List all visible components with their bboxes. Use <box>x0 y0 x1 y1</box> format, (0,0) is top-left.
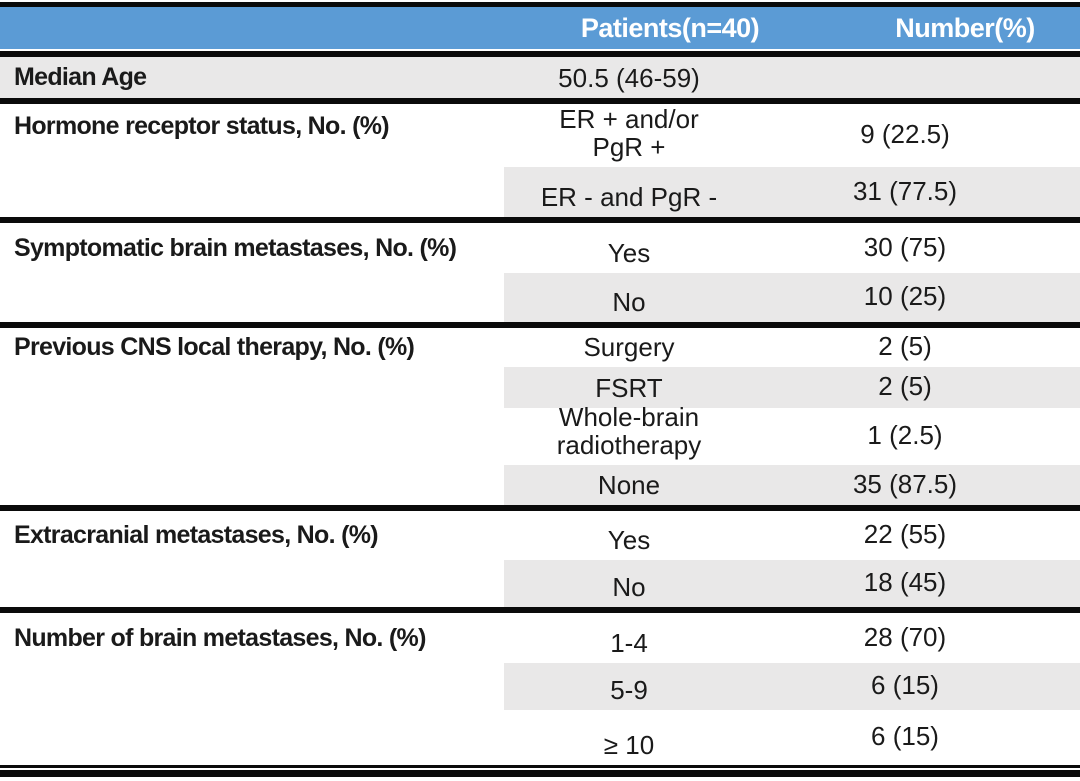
section-rows: Yes 30 (75) No 10 (25) <box>504 223 1080 322</box>
patients-cell: Whole-brain radiotherapy <box>556 401 702 460</box>
number-cell: 2 (5) <box>878 371 932 401</box>
patients-cell: No <box>612 571 646 602</box>
number-cell: 2 (5) <box>878 331 932 361</box>
number-cell: 9 (22.5) <box>860 119 950 149</box>
row-label: Previous CNS local therapy, No. (%) <box>0 328 504 367</box>
header-number-column: Number(%) <box>895 12 1035 43</box>
bottom-line-thick <box>0 770 1080 777</box>
table-row: FSRT 2 (5) <box>504 367 1080 408</box>
patients-cell: Yes <box>607 524 651 555</box>
section-divider-line <box>0 217 1080 223</box>
row-label: Extracranial metastases, No. (%) <box>0 511 504 560</box>
patients-cell: 5-9 <box>610 674 648 705</box>
section-divider-line <box>0 607 1080 613</box>
table-row: No 18 (45) <box>504 560 1080 607</box>
header-bottom-line <box>0 51 1080 57</box>
row-label: Number of brain metastases, No. (%) <box>0 613 504 663</box>
header-gap <box>0 49 1080 51</box>
number-cell: 10 (25) <box>863 281 947 311</box>
table-row: Yes 30 (75) <box>504 223 1080 273</box>
table-row: ER - and PgR - 31 (77.5) <box>504 167 1080 217</box>
row-label: Median Age <box>0 57 504 98</box>
patients-cell: None <box>597 469 661 500</box>
section-number-of-brain-metastases-no: Number of brain metastases, No. (%) 1-4 28… <box>0 613 1080 765</box>
patients-cell: ER + and/or PgR + <box>559 103 699 162</box>
section-divider-line <box>0 505 1080 511</box>
section-symptomatic-brain-metastases-no: Symptomatic brain metastases, No. (%) Yes… <box>0 223 1080 322</box>
patients-cell: ER - and PgR - <box>540 181 718 212</box>
row-label: Symptomatic brain metastases, No. (%) <box>0 223 504 273</box>
header-patients-column: Patients(n=40) <box>580 12 760 43</box>
number-cell: 1 (2.5) <box>867 420 943 450</box>
number-cell: 22 (55) <box>863 519 947 549</box>
number-cell: 31 (77.5) <box>852 175 958 206</box>
table-row: No 10 (25) <box>504 273 1080 322</box>
top-margin <box>0 0 1080 2</box>
table-row: 50.5 (46-59) <box>504 57 1080 98</box>
table-body: Median Age 50.5 (46-59) Hormone receptor s… <box>0 57 1080 765</box>
patients-cell: ≥ 10 <box>603 729 655 760</box>
table-row: Surgery 2 (5) <box>504 328 1080 367</box>
table-row: ≥ 10 6 (15) <box>504 710 1080 765</box>
bottom-line-thin <box>0 765 1080 768</box>
section-median-age: Median Age 50.5 (46-59) <box>0 57 1080 98</box>
bottom-margin <box>0 777 1080 781</box>
number-cell: 6 (15) <box>871 721 939 751</box>
patients-cell: 50.5 (46-59) <box>558 62 700 93</box>
number-cell: 30 (75) <box>863 231 947 262</box>
section-divider-line <box>0 322 1080 328</box>
table-row: None 35 (87.5) <box>504 465 1080 505</box>
number-cell: 28 (70) <box>863 621 947 652</box>
bottom-border-double-line <box>0 765 1080 777</box>
section-rows: Yes 22 (55) No 18 (45) <box>504 511 1080 607</box>
section-divider-line <box>0 98 1080 104</box>
row-label: Hormone receptor status, No. (%) <box>0 104 504 167</box>
top-border-line <box>0 2 1080 7</box>
patients-cell: Yes <box>607 237 651 268</box>
table-row: Yes 22 (55) <box>504 511 1080 560</box>
patients-cell: 1-4 <box>610 627 648 658</box>
number-cell: 35 (87.5) <box>852 468 958 499</box>
section-extracranial-metastases-no: Extracranial metastases, No. (%) Yes 22 (5… <box>0 511 1080 607</box>
bottom-line-gap <box>0 768 1080 770</box>
number-cell <box>742 57 1068 98</box>
section-rows: Surgery 2 (5) FSRT 2 (5) Whole-brain radioth… <box>504 328 1080 505</box>
table-row: Whole-brain radiotherapy 1 (2.5) <box>504 401 1080 465</box>
table-row: 5-9 6 (15) <box>504 663 1080 710</box>
table-row: 1-4 28 (70) <box>504 613 1080 663</box>
patients-cell: Surgery <box>583 331 675 362</box>
number-cell: 18 (45) <box>863 567 947 597</box>
section-hormone-receptor-status-no: Hormone receptor status, No. (%) ER + and… <box>0 104 1080 217</box>
section-rows: ER + and/or PgR + 9 (22.5) ER - and PgR - 3… <box>504 104 1080 217</box>
section-rows: 1-4 28 (70) 5-9 6 (15) ≥ 10 6 (15) <box>504 613 1080 765</box>
patients-cell: FSRT <box>595 372 663 403</box>
patients-cell: No <box>612 286 646 317</box>
section-previous-cns-local-therapy-no: Previous CNS local therapy, No. (%) Surge… <box>0 328 1080 505</box>
number-cell: 6 (15) <box>871 670 939 700</box>
table-header-row: Patients(n=40) Number(%) <box>0 7 1080 49</box>
table-row: ER + and/or PgR + 9 (22.5) <box>504 104 1080 167</box>
section-rows: 50.5 (46-59) <box>504 57 1080 98</box>
